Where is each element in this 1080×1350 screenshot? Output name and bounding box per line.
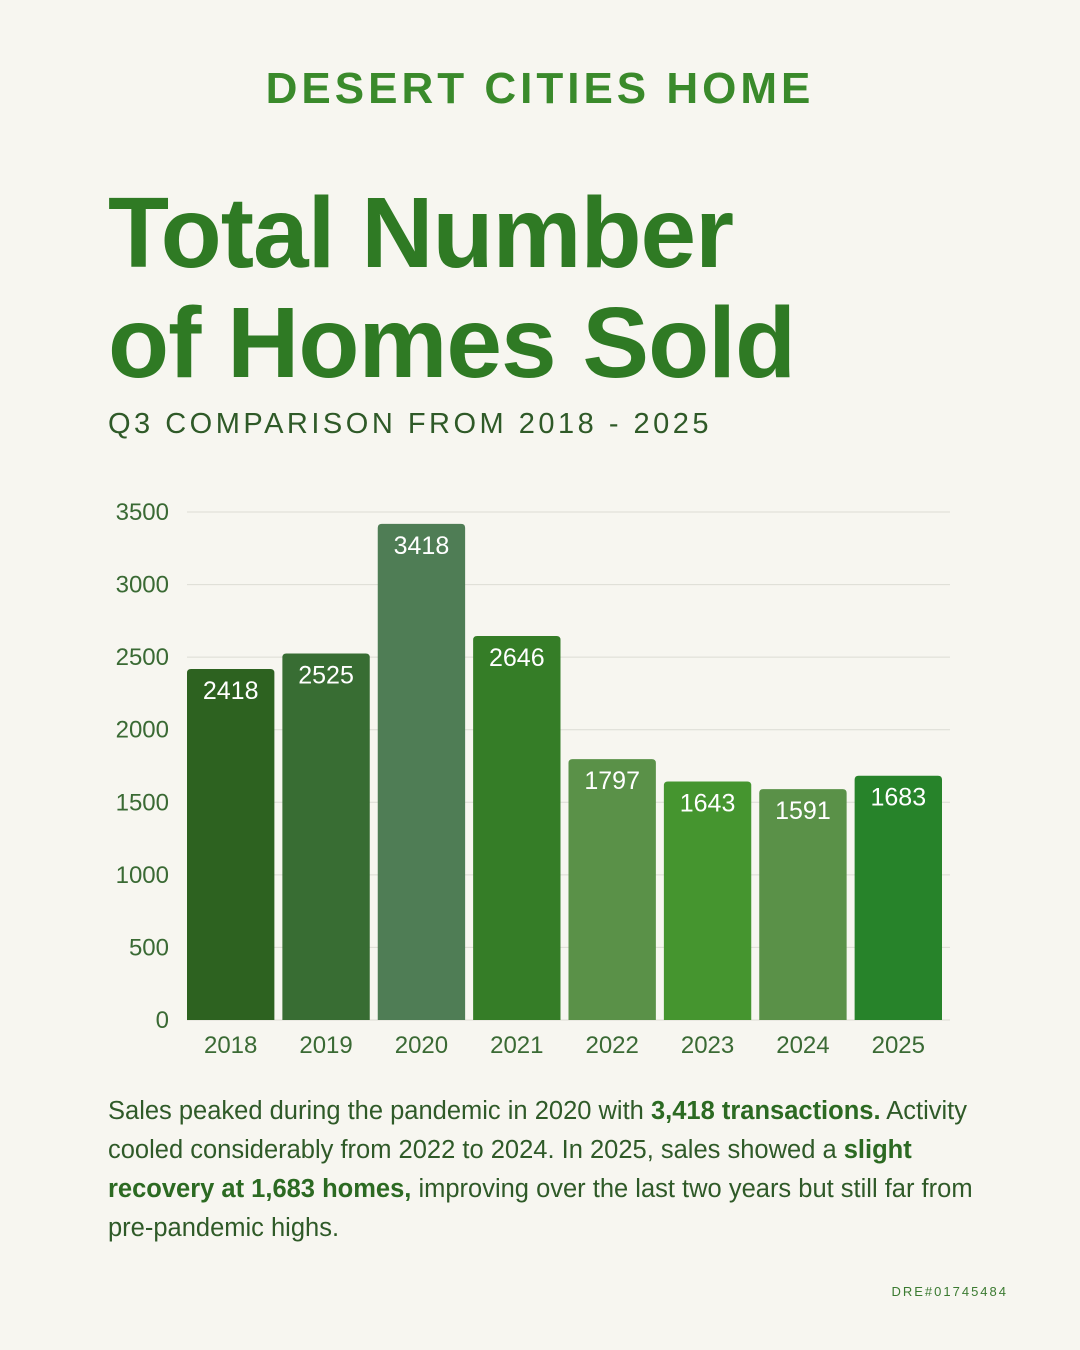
y-tick-label-1000: 1000: [116, 862, 169, 889]
x-tick-label-2018: 2018: [204, 1032, 257, 1059]
y-tick-label-500: 500: [129, 934, 169, 961]
bar-2020: [377, 523, 466, 1020]
bar-2018: [187, 669, 275, 1020]
bar-value-label-2020: 3418: [394, 532, 450, 560]
y-tick-label-3500: 3500: [116, 499, 169, 526]
bar-2019: [282, 653, 370, 1020]
summary-paragraph: Sales peaked during the pandemic in 2020…: [108, 1092, 988, 1248]
y-tick-label-2000: 2000: [116, 717, 169, 744]
summary-text-1: Sales peaked during the pandemic in 2020…: [108, 1097, 651, 1125]
summary-text-2: Activity cooled considerably from 2022 t…: [108, 1097, 968, 1164]
y-tick-label-1500: 1500: [116, 789, 169, 816]
bar-value-label-2018: 2418: [203, 677, 259, 705]
bar-value-label-2024: 1591: [775, 797, 831, 825]
summary-highlight-recovery: slight recovery at 1,683 homes,: [108, 1136, 912, 1203]
bar-2021: [473, 635, 561, 1020]
x-tick-label-2023: 2023: [681, 1032, 734, 1059]
title-line-2: of Homes Sold: [108, 287, 796, 399]
x-tick-label-2024: 2024: [776, 1032, 829, 1059]
x-tick-label-2021: 2021: [490, 1032, 543, 1059]
page-subtitle: Q3 COMPARISON FROM 2018 - 2025: [108, 408, 713, 440]
bar-value-label-2022: 1797: [584, 767, 640, 795]
bar-value-label-2023: 1643: [680, 790, 736, 818]
x-tick-label-2019: 2019: [299, 1032, 352, 1059]
y-tick-label-0: 0: [156, 1007, 169, 1034]
bar-value-label-2019: 2525: [298, 662, 354, 690]
summary-highlight-peak: 3,418 transactions.: [650, 1097, 881, 1125]
brand-name: DESERT CITIES HOME: [265, 64, 815, 113]
y-tick-label-3000: 3000: [116, 572, 169, 599]
x-tick-label-2020: 2020: [395, 1032, 448, 1059]
bar-value-label-2021: 2646: [489, 644, 545, 672]
bar-2022: [568, 759, 656, 1020]
bar-2025: [854, 775, 942, 1020]
bar-2023: [663, 781, 752, 1020]
page-title: Total Number of Homes Sold: [108, 178, 1008, 398]
bar-value-label-2025: 1683: [871, 784, 927, 812]
y-tick-label-2500: 2500: [116, 644, 169, 671]
bar-2024: [759, 789, 847, 1020]
x-tick-label-2022: 2022: [585, 1032, 638, 1059]
bar-chart: 0 500 1000 1500 2000 2500 3000 3500 2418 2018 2525…: [116, 499, 950, 1059]
title-line-1: Total Number: [108, 177, 734, 289]
summary-text-3: improving over the last two years but st…: [108, 1175, 973, 1242]
x-tick-label-2025: 2025: [872, 1032, 925, 1059]
license-number: DRE#01745484: [891, 1284, 1008, 1299]
